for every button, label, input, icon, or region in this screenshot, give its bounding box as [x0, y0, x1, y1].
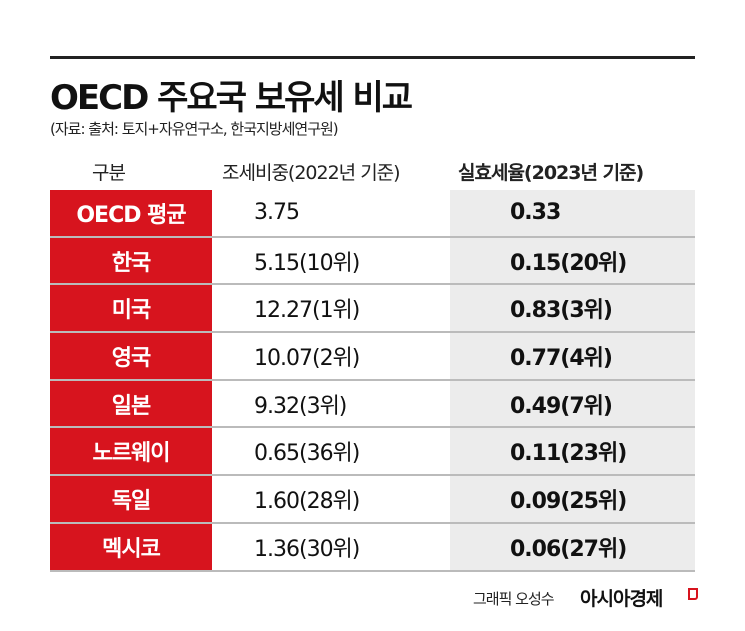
header-category: 구분 [92, 162, 126, 184]
table-row: 한국 5.15(10위) 0.15(20위) [50, 237, 695, 286]
country-cell: 독일 [50, 476, 212, 522]
table-row: 영국 10.07(2위) 0.77(4위) [50, 333, 695, 381]
header-tax-share: 조세비중(2022년 기준) [222, 162, 401, 184]
country-cell: 미국 [50, 285, 212, 332]
table-row: 독일 1.60(28위) 0.09(25위) [50, 476, 695, 524]
effective-rate-cell: 0.09(25위) [450, 476, 695, 522]
effective-rate-cell: 0.83(3위) [450, 285, 695, 332]
tax-share-cell: 9.32(3위) [212, 380, 450, 427]
country-cell: 영국 [50, 333, 212, 379]
top-rule [50, 56, 695, 59]
country-cell: 멕시코 [50, 523, 212, 570]
effective-rate-cell: 0.33 [450, 190, 695, 236]
tax-share-cell: 5.15(10위) [212, 237, 450, 284]
tax-share-cell: 1.36(30위) [212, 523, 450, 570]
comparison-table: OECD 평균 3.75 0.33 한국 5.15(10위) 0.15(20위) 미국 12.… [50, 190, 695, 572]
effective-rate-cell: 0.11(23위) [450, 428, 695, 475]
effective-rate-cell: 0.49(7위) [450, 380, 695, 427]
tax-share-cell: 0.65(36위) [212, 428, 450, 475]
table-row: 미국 12.27(1위) 0.83(3위) [50, 285, 695, 334]
graphic-credit: 그래픽 오성수 [473, 590, 555, 608]
effective-rate-cell: 0.06(27위) [450, 523, 695, 570]
tax-share-cell: 3.75 [212, 190, 450, 236]
country-cell: 노르웨이 [50, 428, 212, 475]
page-title: OECD 주요국 보유세 비교 [50, 78, 413, 118]
country-cell: 일본 [50, 380, 212, 427]
tax-share-cell: 12.27(1위) [212, 285, 450, 332]
effective-rate-cell: 0.77(4위) [450, 333, 695, 379]
brand-mark-icon [688, 588, 698, 600]
tax-share-cell: 10.07(2위) [212, 333, 450, 379]
tax-share-cell: 1.60(28위) [212, 476, 450, 522]
effective-rate-cell: 0.15(20위) [450, 237, 695, 284]
brand-logo: 아시아경제 [580, 588, 663, 610]
table-row: OECD 평균 3.75 0.33 [50, 190, 695, 238]
source-note: (자료: 출처: 토지+자유연구소, 한국지방세연구원) [50, 120, 339, 138]
table-row: 일본 9.32(3위) 0.49(7위) [50, 380, 695, 429]
table-row: 멕시코 1.36(30위) 0.06(27위) [50, 523, 695, 572]
country-cell: 한국 [50, 237, 212, 284]
country-cell: OECD 평균 [50, 190, 212, 236]
header-effective-rate: 실효세율(2023년 기준) [458, 162, 644, 184]
table-row: 노르웨이 0.65(36위) 0.11(23위) [50, 428, 695, 477]
